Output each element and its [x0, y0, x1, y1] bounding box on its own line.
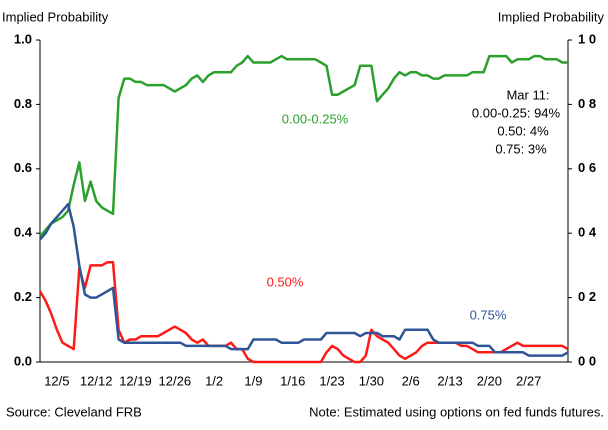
x-tick-label: 12/19: [119, 373, 152, 388]
x-tick-label: 1/16: [280, 373, 305, 388]
x-tick-label: 2/27: [516, 373, 541, 388]
annotation: Mar 11:: [506, 87, 549, 102]
y-tick-label: 0.4: [14, 225, 33, 240]
x-tick-label: 1/30: [359, 373, 384, 388]
y-tick-label: 0.6: [14, 160, 32, 175]
x-tick-label: 1/23: [319, 373, 344, 388]
annotation: 0.00-0.25: 94%: [472, 105, 561, 120]
x-tick-label: 1/2: [205, 373, 223, 388]
x-tick-label: 2/6: [402, 373, 420, 388]
x-tick-label: 12/26: [159, 373, 192, 388]
x-tick-label: 2/13: [437, 373, 462, 388]
y2-tick-label: 0 8: [578, 96, 596, 111]
series-line: [39, 54, 568, 238]
y2-tick-label: 0 6: [578, 160, 596, 175]
y-tick-label: 0.2: [14, 289, 32, 304]
note: Note: Estimated using options on fed fun…: [309, 404, 604, 419]
series-line: [39, 202, 569, 357]
y-axis-label: Implied Probability: [2, 9, 109, 24]
y-tick-label: 0.0: [14, 353, 32, 368]
y2-tick-label: 1 0: [578, 31, 596, 46]
y2-tick-label: 0 4: [578, 225, 597, 240]
y-tick-label: 0.8: [14, 96, 32, 111]
series-line: [38, 260, 569, 364]
x-tick-label: 2/20: [477, 373, 502, 388]
annotation: 0.75: 3%: [495, 141, 547, 156]
source: Source: Cleveland FRB: [6, 404, 142, 419]
series-label: 0.75%: [470, 307, 507, 322]
series-label: 0.00-0.25%: [282, 111, 349, 126]
x-tick-label: 12/5: [44, 373, 69, 388]
y2-tick-label: 0 2: [578, 289, 596, 304]
y2-tick-label: 0 0: [578, 353, 596, 368]
y2-axis-label: Implied Probability: [498, 9, 605, 24]
annotation: 0.50: 4%: [497, 123, 549, 138]
y-tick-label: 1.0: [14, 31, 32, 46]
x-tick-label: 1/9: [244, 373, 262, 388]
series-label: 0.50%: [267, 274, 304, 289]
x-tick-label: 12/12: [80, 373, 113, 388]
